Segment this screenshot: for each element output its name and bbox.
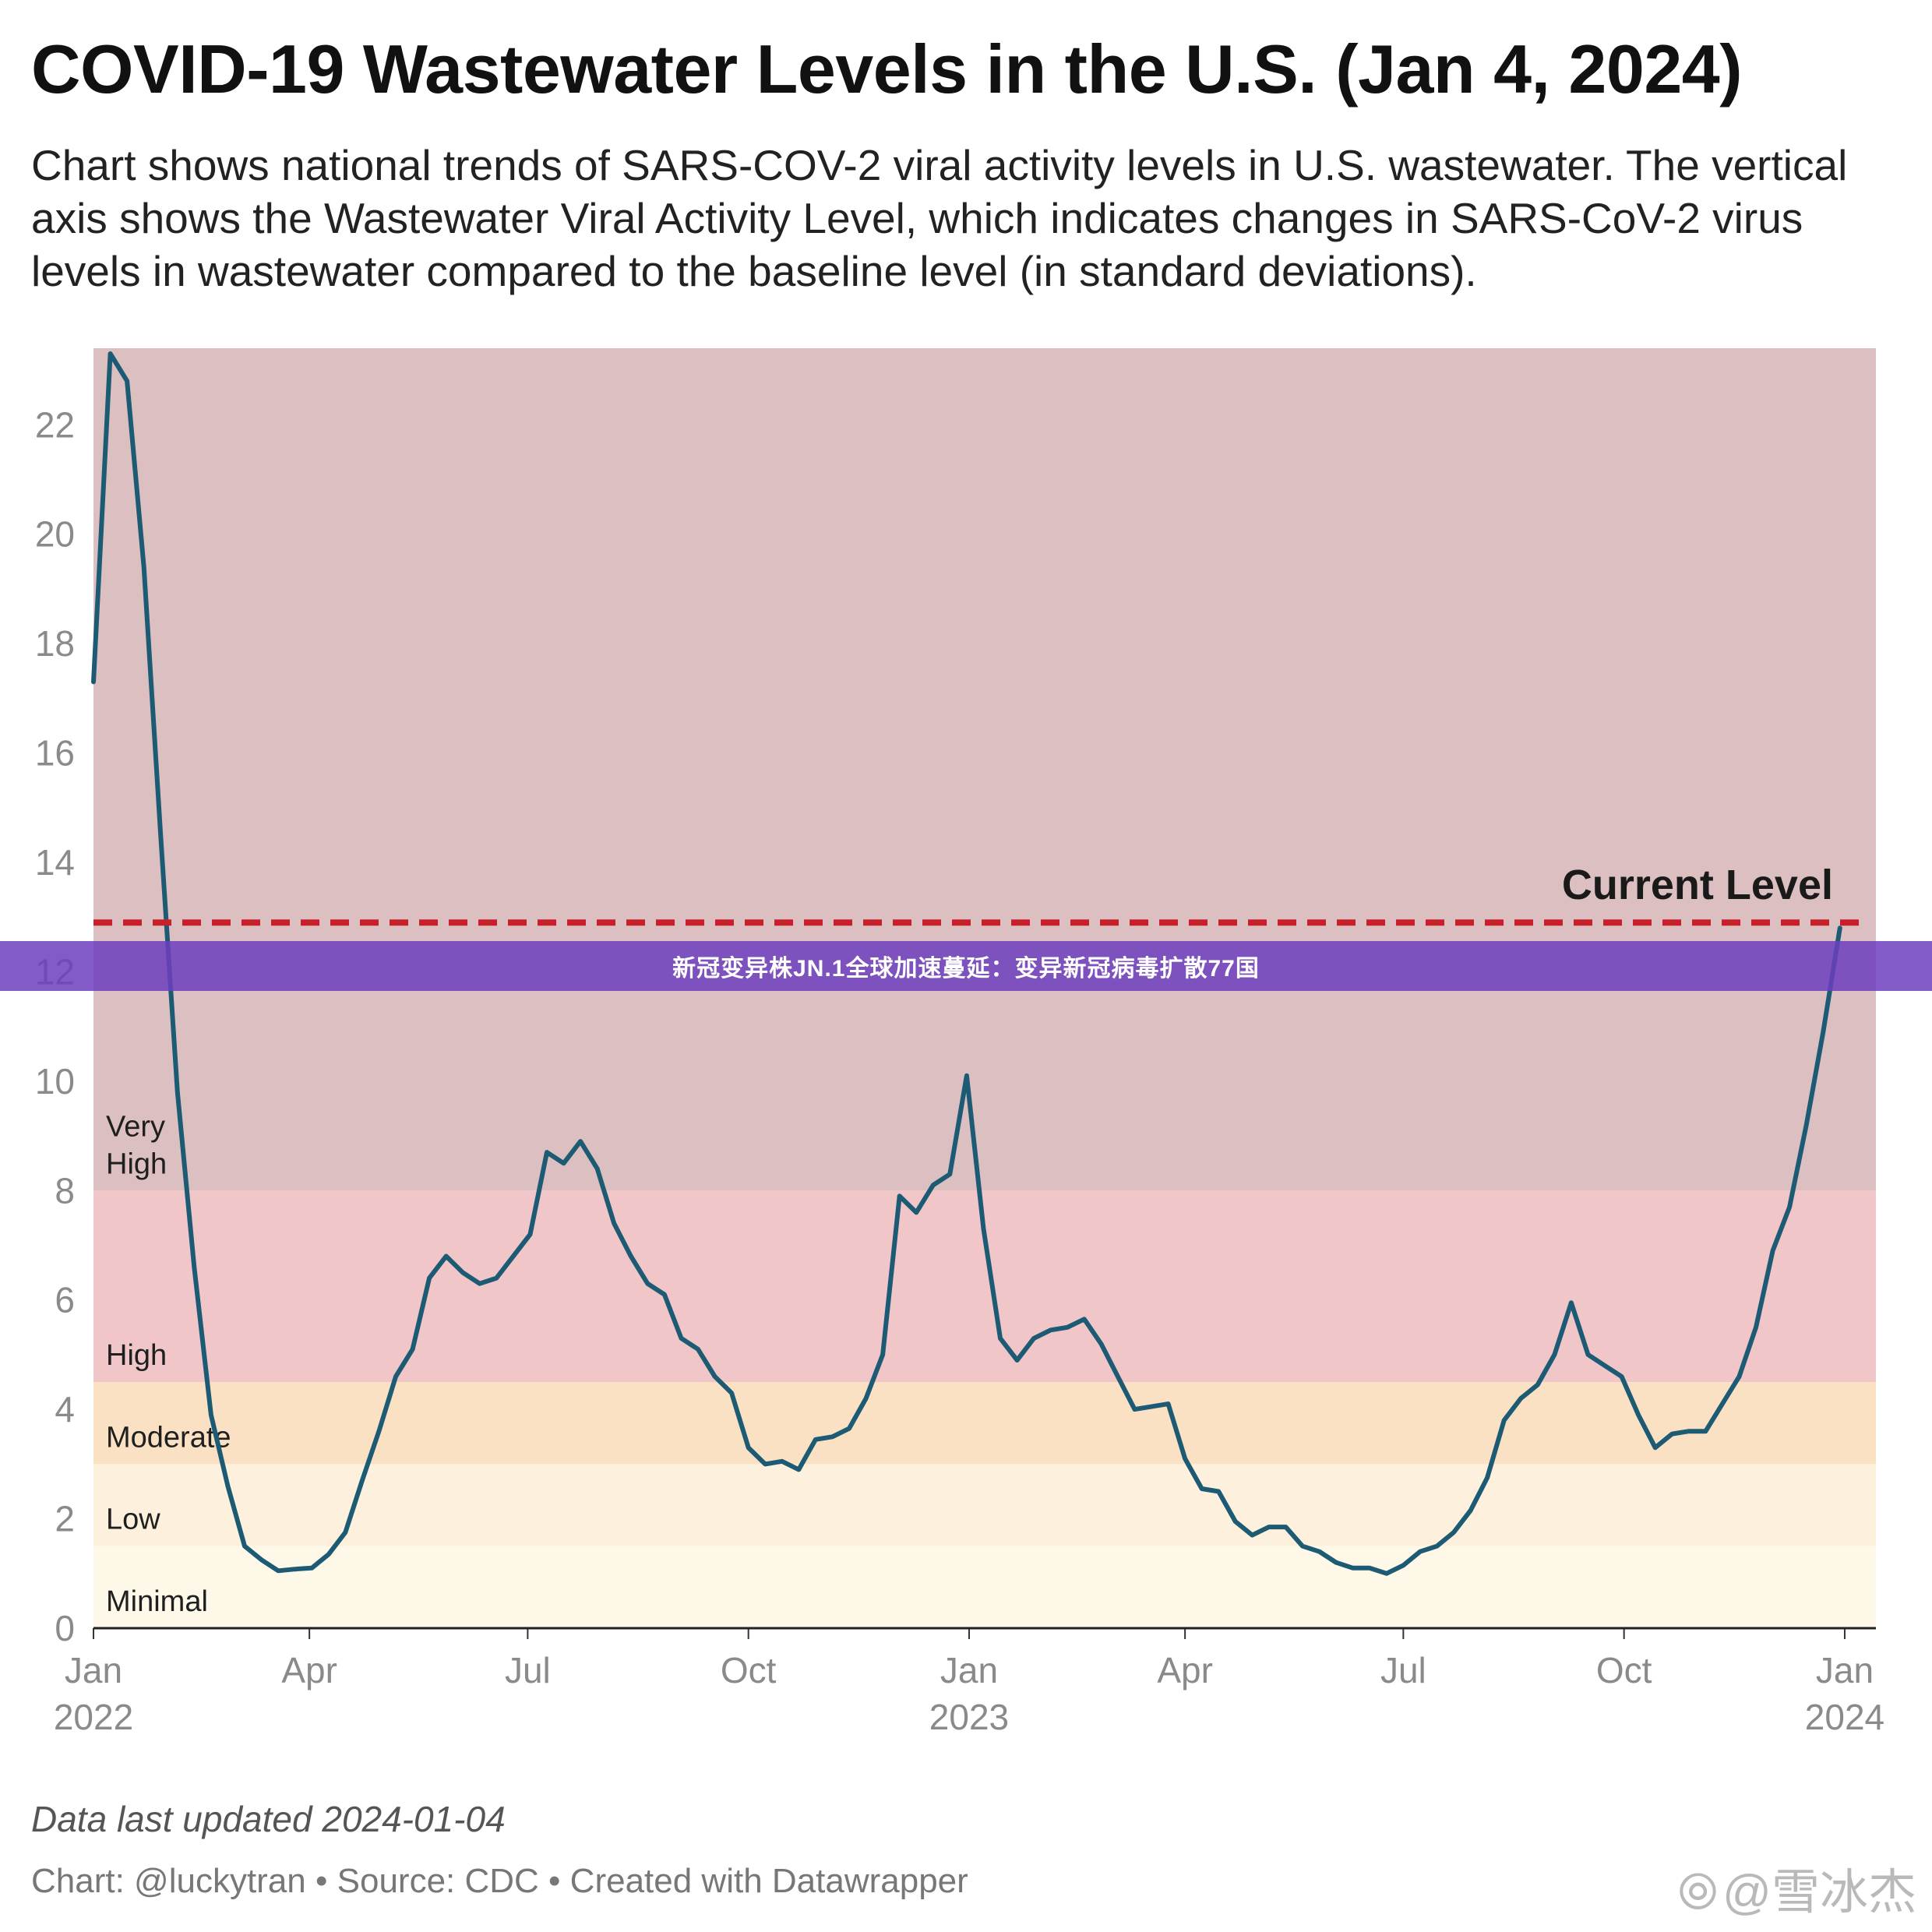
x-tick-label: Jul bbox=[505, 1650, 551, 1690]
y-tick-label: 18 bbox=[35, 623, 75, 664]
series-layer bbox=[91, 351, 1842, 1576]
x-tick-year: 2022 bbox=[54, 1697, 133, 1737]
y-tick-label: 16 bbox=[35, 733, 75, 774]
y-tick-label: 6 bbox=[55, 1280, 75, 1320]
x-axis-ticks: Jan 2022 Apr Jul Oct Jan 2023 Apr Jul Oct Jan 2024 bbox=[54, 1628, 1884, 1737]
y-tick-label: 4 bbox=[55, 1389, 75, 1430]
level-band-labels: Minimal Low Moderate High Very High bbox=[106, 1110, 231, 1618]
band-label-very-high: Very High bbox=[106, 1110, 167, 1180]
data-updated-note: Data last updated 2024-01-04 bbox=[31, 1799, 506, 1839]
x-tick-label: Jan bbox=[1816, 1650, 1874, 1690]
y-tick-label: 8 bbox=[55, 1170, 75, 1211]
band-label-minimal: Minimal bbox=[106, 1585, 208, 1618]
current-level-reference: Current Level bbox=[93, 862, 1860, 926]
x-tick-year: 2024 bbox=[1805, 1697, 1884, 1737]
y-tick-label: 14 bbox=[35, 842, 75, 883]
y-tick-label: 2 bbox=[55, 1499, 75, 1539]
watermark-text: @雪冰杰 bbox=[1722, 1866, 1916, 1920]
y-tick-label: 10 bbox=[35, 1061, 75, 1102]
y-tick-label: 22 bbox=[35, 404, 75, 445]
band-label-low: Low bbox=[106, 1504, 160, 1536]
chart-subtitle: Chart shows national trends of SARS-COV-… bbox=[31, 141, 1848, 295]
band-low bbox=[93, 1464, 1876, 1546]
x-tick-label: Jan bbox=[65, 1650, 122, 1690]
x-tick-label: Jan bbox=[940, 1650, 998, 1690]
x-tick-label: Oct bbox=[1596, 1650, 1652, 1690]
band-very-high bbox=[93, 348, 1876, 1191]
band-minimal bbox=[93, 1546, 1876, 1628]
weibo-logo-icon: ⦾ bbox=[1677, 1863, 1719, 1920]
news-banner-text[interactable]: 新冠变异株JN.1全球加速蔓延：变异新冠病毒扩散77国 bbox=[672, 956, 1260, 982]
band-label-moderate: Moderate bbox=[106, 1421, 231, 1454]
band-label-high: High bbox=[106, 1339, 167, 1372]
y-tick-label: 20 bbox=[35, 514, 75, 555]
chart-credit: Chart: @luckytran • Source: CDC • Create… bbox=[31, 1862, 968, 1900]
watermark: ⦾@雪冰杰 bbox=[1678, 1853, 1916, 1923]
news-banner[interactable]: 新冠变异株JN.1全球加速蔓延：变异新冠病毒扩散77国 bbox=[0, 941, 1932, 991]
y-tick-label: 0 bbox=[55, 1608, 75, 1648]
x-tick-year: 2023 bbox=[929, 1697, 1009, 1737]
x-tick-label: Oct bbox=[721, 1650, 777, 1690]
level-bands bbox=[93, 348, 1876, 1628]
x-tick-label: Apr bbox=[1157, 1650, 1213, 1690]
chart-title: COVID-19 Wastewater Levels in the U.S. (… bbox=[31, 30, 1743, 108]
band-moderate bbox=[93, 1382, 1876, 1465]
series-line-0 bbox=[91, 351, 1842, 1576]
x-tick-label: Apr bbox=[281, 1650, 337, 1690]
y-axis-ticks: 0246810121416182022 bbox=[35, 404, 75, 1648]
current-level-label: Current Level bbox=[1562, 862, 1833, 908]
x-tick-label: Jul bbox=[1380, 1650, 1426, 1690]
